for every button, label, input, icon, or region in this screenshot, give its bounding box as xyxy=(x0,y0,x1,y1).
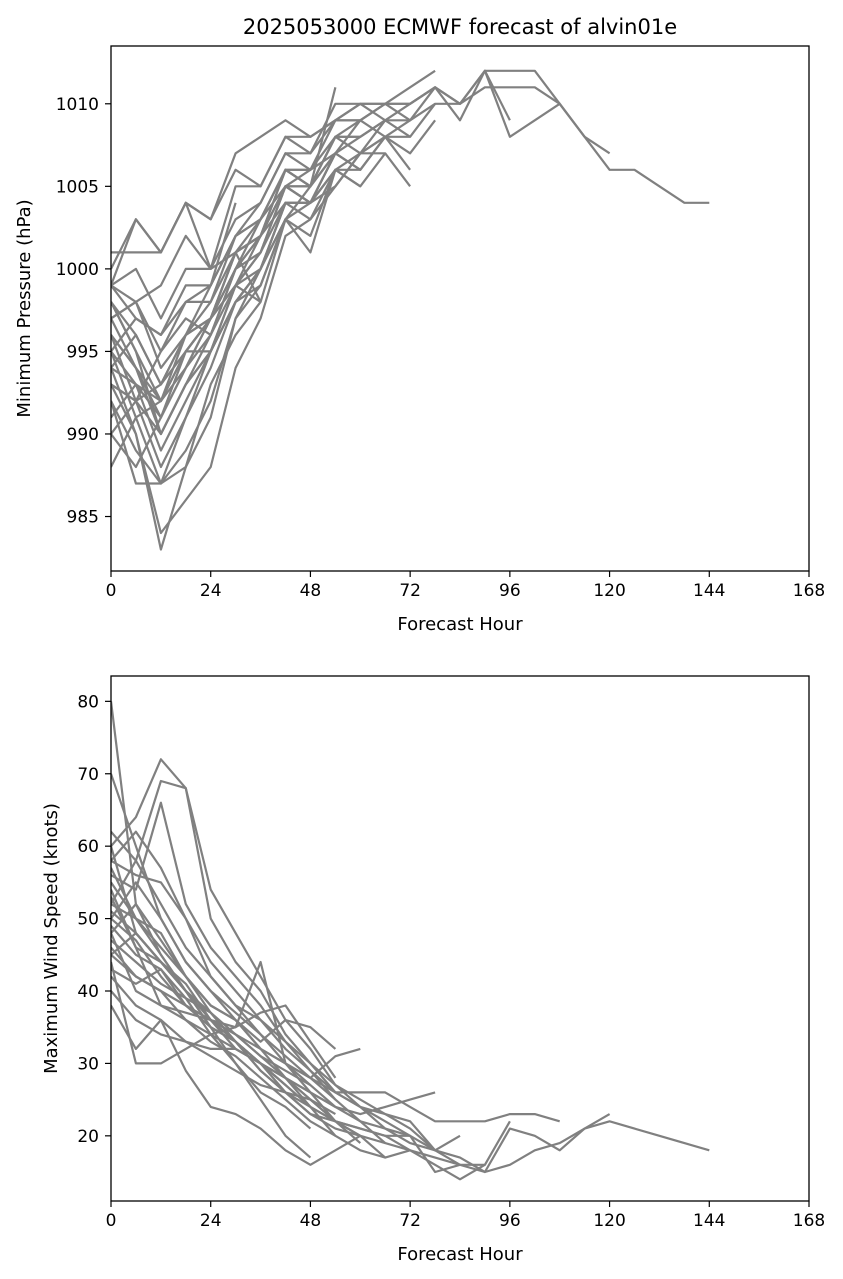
x-tick-label: 144 xyxy=(693,1211,725,1231)
x-tick-label: 0 xyxy=(106,1211,117,1231)
series-line-5 xyxy=(111,69,436,469)
series-group xyxy=(111,701,710,1181)
x-tick-label: 0 xyxy=(106,581,117,601)
x-tick-label: 120 xyxy=(593,1211,625,1231)
series-line-29 xyxy=(111,284,262,419)
series-line-16 xyxy=(111,1004,361,1166)
series-line-4 xyxy=(111,859,511,1166)
series-line-7 xyxy=(111,119,436,535)
y-tick-label: 985 xyxy=(67,508,99,528)
series-line-2 xyxy=(111,69,611,436)
series-line-6 xyxy=(111,830,436,1152)
series-line-26 xyxy=(111,202,287,403)
y-tick-label: 1005 xyxy=(56,177,99,197)
series-line-19 xyxy=(111,119,361,320)
series-line-28 xyxy=(111,234,262,303)
axes-frame xyxy=(110,675,810,1202)
x-tick-label: 48 xyxy=(300,581,322,601)
y-tick-label: 20 xyxy=(77,1127,99,1147)
y-tick-label: 60 xyxy=(77,837,99,857)
series-line-20 xyxy=(111,975,336,1116)
pressure-panel: 0 24 48 72 96 120 144 168 985 990 995 1000 1005 1010 F… xyxy=(14,45,825,635)
x-axis-label: Forecast Hour xyxy=(397,614,523,635)
series-line-27 xyxy=(111,218,287,436)
x-tick-label: 120 xyxy=(593,581,625,601)
y-tick-label: 1010 xyxy=(56,95,99,115)
x-tick-label: 24 xyxy=(200,581,222,601)
series-line-10 xyxy=(111,102,411,286)
series-line-19 xyxy=(111,859,337,1101)
series-line-8 xyxy=(111,779,461,1174)
axes-frame xyxy=(110,45,810,572)
y-tick-label: 50 xyxy=(77,910,99,930)
x-tick-label: 48 xyxy=(300,1211,322,1231)
y-tick-label: 80 xyxy=(77,692,99,712)
series-line-21 xyxy=(111,903,337,1050)
x-tick-label: 168 xyxy=(793,1211,825,1231)
y-tick-label: 40 xyxy=(77,982,99,1002)
x-tick-label: 96 xyxy=(499,581,521,601)
y-tick-label: 990 xyxy=(67,425,99,445)
series-line-2 xyxy=(111,902,611,1174)
series-line-20 xyxy=(111,87,337,386)
x-tick-label: 24 xyxy=(200,1211,222,1231)
y-tick-label: 995 xyxy=(67,342,99,362)
y-axis-label: Maximum Wind Speed (knots) xyxy=(41,803,62,1074)
series-line-12 xyxy=(111,135,411,386)
series-group xyxy=(111,69,710,551)
x-tick-label: 168 xyxy=(793,581,825,601)
series-line-8 xyxy=(111,103,436,551)
series-line-9 xyxy=(111,801,486,1181)
y-axis-label: Minimum Pressure (hPa) xyxy=(14,199,35,417)
series-line-28 xyxy=(111,968,287,1086)
x-tick-label: 96 xyxy=(499,1211,521,1231)
wind-panel: 0 24 48 72 96 120 144 168 20 30 40 50 60 70 80 Forecast… xyxy=(41,675,825,1265)
series-line-27 xyxy=(111,867,311,1108)
chart-title: 2025053000 ECMWF forecast of alvin01e xyxy=(243,15,677,39)
series-line-30 xyxy=(111,202,237,435)
x-tick-label: 72 xyxy=(399,1211,421,1231)
series-line-29 xyxy=(111,910,312,1159)
y-tick-label: 70 xyxy=(77,765,99,785)
x-axis-label: Forecast Hour xyxy=(397,1244,523,1265)
series-line-26 xyxy=(111,925,312,1130)
x-tick-label: 72 xyxy=(399,581,421,601)
y-tick-label: 30 xyxy=(77,1054,99,1074)
series-line-23 xyxy=(111,152,337,468)
x-tick-label: 144 xyxy=(693,581,725,601)
y-tick-label: 1000 xyxy=(56,260,99,280)
